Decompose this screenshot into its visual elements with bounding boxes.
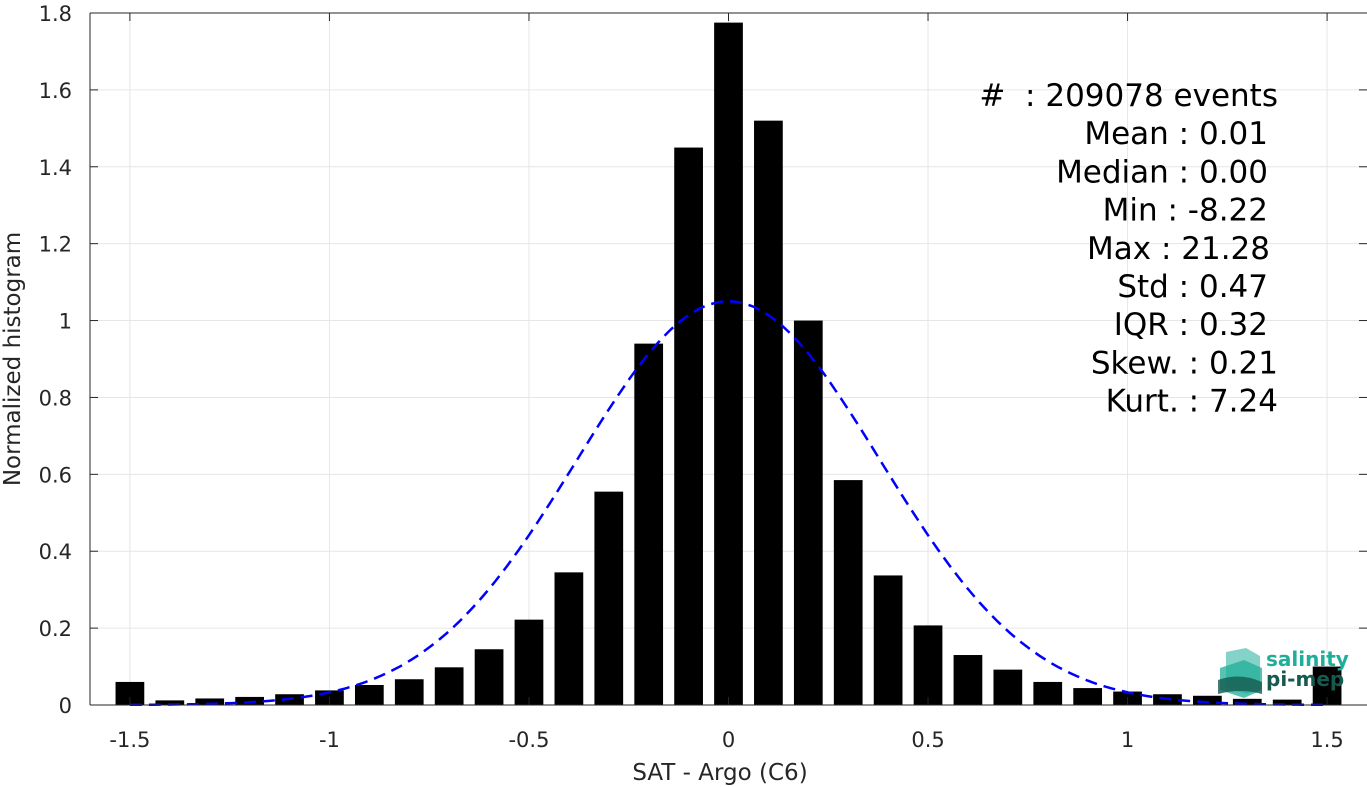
y-tick-label: 0.4 [39,540,72,564]
x-tick-label: 1.5 [1310,728,1343,752]
stat-line: Skew. : 0.21 [1091,345,1278,381]
histogram-bar [793,320,823,705]
histogram-bar [554,572,584,705]
y-tick-label: 0.6 [39,463,72,487]
histogram-bar [1272,699,1302,705]
y-tick-label: 1.6 [39,79,72,103]
gaussian-fit-curve [129,300,1328,707]
histogram-bar [115,681,145,705]
y-tick-label: 1 [59,310,72,334]
y-tick-label: 0.8 [39,386,72,410]
histogram-bar [833,480,863,705]
logo-line1: salinity [1266,647,1349,671]
histogram-bar [155,700,185,705]
histogram-bar [514,619,544,705]
stat-line: Max : 21.28 [1087,231,1270,267]
stat-line: IQR : 0.32 [1114,307,1268,343]
y-tick-label: 0 [59,694,72,718]
y-axis-label: Normalized histogram [0,232,26,486]
histogram-bar [594,491,624,705]
stat-line: Min : -8.22 [1103,193,1268,229]
histogram-bar [1073,688,1103,705]
x-tick-label: -1 [319,728,340,752]
x-tick-label: -1.5 [109,728,150,752]
histogram-bar [354,685,384,705]
stat-line: Median : 0.00 [1056,154,1268,190]
histogram-bar [754,120,783,705]
x-tick-label: 1 [1121,728,1134,752]
histogram-bar [674,147,703,706]
histogram-bar [474,649,504,705]
histogram-bar [953,655,983,705]
x-tick-label: 0 [722,728,735,752]
histogram-bar [913,625,943,705]
y-tick-label: 1.4 [39,156,72,180]
histogram-bar [634,343,664,705]
y-tick-label: 1.8 [39,2,72,26]
histogram-bar [714,22,743,706]
logo-icon [1218,648,1262,698]
stat-line: Kurt. : 7.24 [1106,384,1278,420]
stat-line: # : 209078 events [979,78,1278,114]
histogram-bar [993,669,1023,705]
salinity-pi-mep-logo: salinity pi-mep [1218,647,1349,698]
histogram-bar [195,698,225,705]
stat-line: Std : 0.47 [1117,269,1268,305]
histogram-bar [873,575,903,705]
histogram-bar [1193,695,1222,705]
logo-line2: pi-mep [1266,667,1344,691]
histogram-bar [1232,698,1262,705]
y-tick-label: 0.2 [39,617,72,641]
stat-line: Mean : 0.01 [1084,116,1268,152]
x-axis-ticks: -1.5 -1 -0.5 0 0.5 1 1.5 [109,13,1344,752]
x-tick-label: 0.5 [911,728,944,752]
histogram-bar [434,667,464,705]
y-tick-label: 1.2 [39,233,72,257]
y-axis-ticks: 0 0.2 0.4 0.6 0.8 1 1.2 1.4 1.6 1.8 [39,2,1367,718]
histogram-bars [115,22,1342,706]
x-tick-label: -0.5 [508,728,549,752]
x-axis-label: SAT - Argo (C6) [632,760,807,786]
histogram-bar [1033,681,1063,705]
histogram-bar [394,679,424,705]
